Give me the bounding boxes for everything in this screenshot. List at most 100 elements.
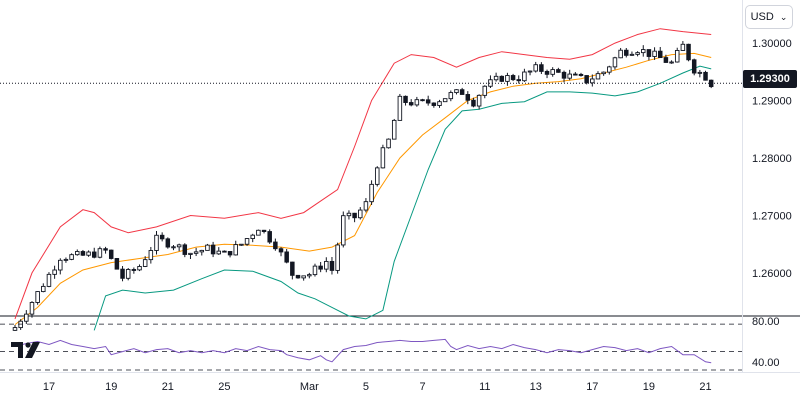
candle <box>227 251 233 258</box>
candle <box>652 47 657 60</box>
candle <box>63 257 69 263</box>
rsi-line <box>14 338 712 364</box>
candle <box>108 249 114 260</box>
candle <box>425 95 431 106</box>
price-tick-label: 1.27000 <box>752 210 792 222</box>
time-tick-label: 19 <box>643 381 655 393</box>
candle <box>641 45 646 57</box>
candle <box>391 118 397 140</box>
last-price-badge: 1.29300 <box>743 70 797 88</box>
candle <box>24 310 29 324</box>
candle <box>188 252 193 260</box>
candle <box>329 256 335 275</box>
candle <box>29 301 35 318</box>
chevron-down-icon: ⌄ <box>779 11 788 22</box>
candle <box>442 98 448 103</box>
candle <box>69 253 74 261</box>
candle <box>86 250 91 257</box>
price-tick-label: 1.26000 <box>752 268 792 280</box>
candle <box>544 69 550 79</box>
candle <box>267 229 272 244</box>
candle <box>41 283 46 293</box>
candle <box>205 243 210 251</box>
candle <box>75 249 80 256</box>
rsi-tick-label: 40.00 <box>752 357 780 369</box>
candle <box>488 75 493 89</box>
candle <box>216 247 222 255</box>
tradingview-logo-icon <box>11 342 40 358</box>
bollinger-lower-line <box>93 65 712 331</box>
candle <box>154 231 159 255</box>
candle <box>454 89 459 95</box>
candle <box>516 75 521 84</box>
candle <box>691 58 697 76</box>
candle <box>556 67 561 73</box>
time-tick-label: 21 <box>162 381 174 393</box>
candle <box>499 75 505 82</box>
rsi-pane: 80.00 40.00 <box>0 316 780 371</box>
candle <box>601 71 606 76</box>
candle <box>295 274 301 279</box>
candle <box>437 99 442 108</box>
candle <box>58 258 63 275</box>
candle <box>686 43 691 62</box>
candle <box>199 249 205 256</box>
candle <box>397 93 403 121</box>
candle <box>386 138 391 149</box>
candle <box>471 97 476 108</box>
candle <box>165 237 171 249</box>
candle <box>12 325 18 331</box>
candle <box>324 257 329 273</box>
candle <box>533 61 538 73</box>
candle <box>142 256 148 268</box>
candle <box>176 243 182 252</box>
candle <box>91 247 97 259</box>
candle <box>482 85 488 99</box>
candle <box>669 60 674 64</box>
candle <box>80 249 86 256</box>
candle <box>561 70 567 83</box>
bollinger-middle-line <box>14 52 712 325</box>
price-tick-label: 1.28000 <box>752 153 792 165</box>
candle <box>414 96 420 107</box>
candle <box>550 67 555 77</box>
time-tick-label: 7 <box>419 381 425 393</box>
candle <box>301 275 306 281</box>
candle <box>307 272 312 279</box>
currency-label: USD <box>750 11 774 23</box>
candle <box>239 243 244 246</box>
candle <box>210 241 216 258</box>
candle <box>182 243 188 258</box>
candle <box>476 94 482 110</box>
candle <box>114 258 120 270</box>
candle <box>369 180 374 205</box>
candle <box>448 90 454 102</box>
time-tick-label: 21 <box>699 381 711 393</box>
candle <box>629 51 635 56</box>
candle <box>171 244 176 251</box>
candle <box>624 47 629 58</box>
candle <box>256 229 261 236</box>
bollinger-upper-line <box>14 28 712 320</box>
candle <box>290 261 295 280</box>
candle <box>341 211 346 248</box>
candle <box>584 75 589 85</box>
candle <box>120 266 125 282</box>
candle <box>510 73 516 82</box>
candle <box>273 238 278 251</box>
candle <box>363 198 369 213</box>
candle <box>459 87 465 95</box>
price-tick-label: 1.30000 <box>752 38 792 50</box>
currency-selector-button[interactable]: USD ⌄ <box>745 5 793 29</box>
candle <box>403 95 408 106</box>
time-tick-label: 17 <box>586 381 598 393</box>
candle <box>125 267 131 281</box>
candle <box>663 54 669 63</box>
time-tick-label: 17 <box>43 381 55 393</box>
candle <box>137 264 142 272</box>
rsi-tick-label: 80.00 <box>752 316 780 328</box>
time-tick-label: 5 <box>363 381 369 393</box>
candle <box>233 240 238 256</box>
candle <box>352 212 357 223</box>
